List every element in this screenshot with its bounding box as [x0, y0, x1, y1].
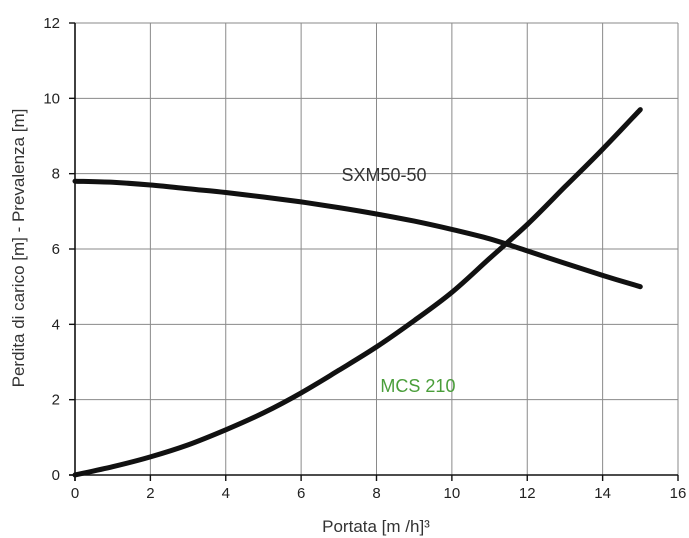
x-tick-label: 4: [222, 485, 230, 502]
series-label-sxm50-50: SXM50-50: [342, 165, 427, 185]
y-tick-label: 10: [43, 90, 60, 107]
x-tick-label: 14: [594, 485, 611, 502]
grid: [75, 22, 679, 475]
x-tick-label: 12: [519, 485, 536, 502]
x-tick-label: 6: [297, 485, 305, 502]
y-tick-label: 8: [52, 166, 60, 183]
y-tick-label: 12: [43, 15, 60, 32]
x-tick-label: 0: [71, 485, 79, 502]
ticks: 0 2 4 6 8 10 12 14 16 0 2 4 6 8 10 12: [43, 15, 686, 502]
axes: [69, 23, 678, 481]
series-line-sxm50-50: [72, 178, 643, 290]
x-tick-label: 8: [372, 485, 380, 502]
series-line-mcs-210: [72, 107, 643, 478]
x-tick-label: 2: [146, 485, 154, 502]
series-label-mcs-210: MCS 210: [380, 376, 455, 396]
y-tick-label: 6: [52, 241, 60, 258]
x-tick-label: 16: [670, 485, 687, 502]
x-tick-label: 10: [444, 485, 461, 502]
y-tick-label: 4: [52, 316, 60, 333]
y-tick-label: 2: [52, 392, 60, 409]
series-lines: [72, 107, 643, 478]
series-labels: SXM50-50 MCS 210: [342, 165, 456, 396]
y-tick-label: 0: [52, 467, 60, 484]
y-axis-title: Perdita di carico [m] - Prevalenza [m]: [9, 109, 28, 388]
x-axis-title: Portata [m /h]³: [322, 517, 430, 536]
